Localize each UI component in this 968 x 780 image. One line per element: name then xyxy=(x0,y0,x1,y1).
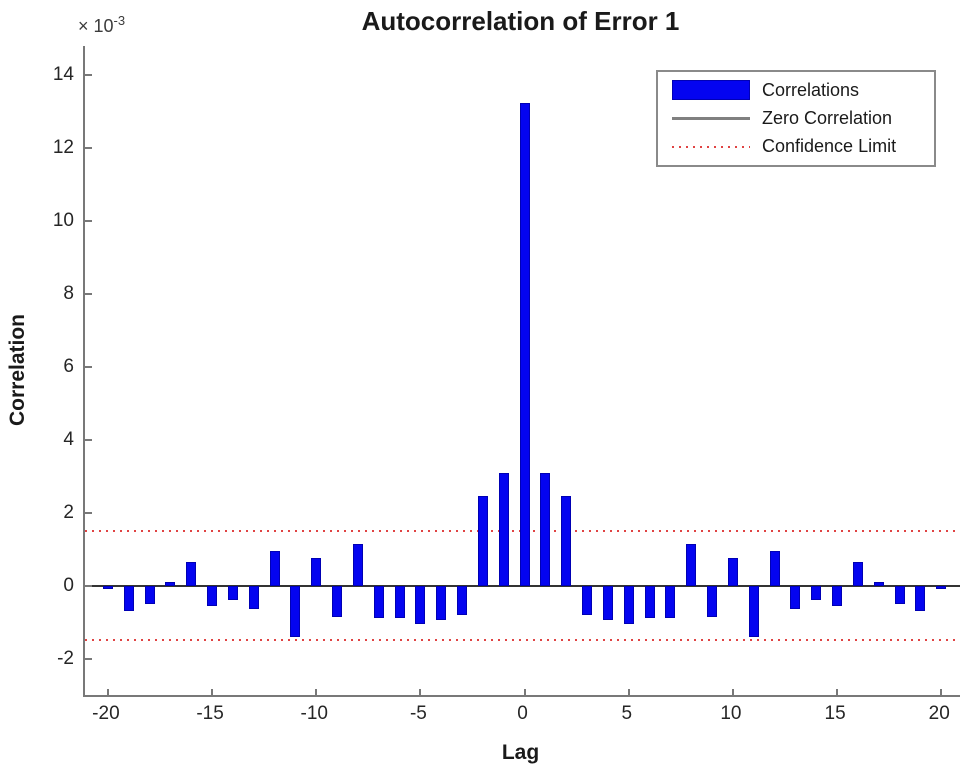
correlation-bar-lag--5 xyxy=(415,585,426,624)
correlation-bar-lag--10 xyxy=(311,558,322,586)
x-tick xyxy=(836,689,839,695)
y-tick xyxy=(85,74,92,77)
correlation-bar-lag-3 xyxy=(582,585,593,615)
correlation-bar-lag-1 xyxy=(540,472,551,586)
correlation-bar-lag-7 xyxy=(665,585,676,619)
x-tick-label: -10 xyxy=(300,703,328,724)
x-tick xyxy=(419,689,422,695)
legend-label-confidence-limit: Confidence Limit xyxy=(762,136,897,157)
correlation-bar-lag-17 xyxy=(873,581,884,586)
legend-dotted-swatch-icon xyxy=(672,145,750,148)
y-axis-multiplier-exponent: -3 xyxy=(113,13,126,28)
x-tick-label: 0 xyxy=(517,703,528,724)
y-axis-multiplier-base: × 10 xyxy=(78,16,114,36)
y-tick xyxy=(85,147,92,150)
y-tick-label: 8 xyxy=(63,282,74,304)
legend-box: Correlations Zero Correlation Confidence… xyxy=(656,70,936,167)
x-tick-label: -5 xyxy=(409,703,427,724)
correlation-bar-lag--17 xyxy=(165,581,176,586)
y-tick-label: 12 xyxy=(52,137,74,159)
correlation-bar-lag-2 xyxy=(561,496,572,586)
y-tick-label: 4 xyxy=(63,428,74,450)
correlation-bar-lag--3 xyxy=(457,585,468,615)
correlation-bar-lag-16 xyxy=(852,561,863,586)
y-axis-multiplier: × 10-3 xyxy=(78,13,125,37)
x-tick-label: -20 xyxy=(92,703,120,724)
x-tick xyxy=(627,689,630,695)
y-tick-label: 6 xyxy=(63,355,74,377)
correlation-bar-lag--1 xyxy=(498,472,509,586)
y-tick-label: 10 xyxy=(52,210,74,231)
x-tick-label: 15 xyxy=(824,703,846,724)
x-tick xyxy=(211,689,214,695)
y-tick xyxy=(85,657,92,660)
y-tick-label: 0 xyxy=(63,574,74,596)
legend-label-correlations: Correlations xyxy=(762,79,860,100)
x-axis-label: Lag xyxy=(501,741,540,764)
y-tick xyxy=(85,292,92,295)
confidence-limit-line xyxy=(85,639,960,642)
correlation-bar-lag-6 xyxy=(644,585,655,619)
x-tick-label: -15 xyxy=(196,703,224,724)
correlation-bar-lag--18 xyxy=(144,585,155,604)
correlation-bar-lag--6 xyxy=(394,585,405,619)
y-tick xyxy=(85,584,92,587)
correlation-bar-lag--12 xyxy=(269,550,280,586)
correlation-bar-lag--4 xyxy=(436,585,447,621)
x-tick xyxy=(731,689,734,695)
x-tick xyxy=(523,689,526,695)
correlation-bar-lag-13 xyxy=(790,585,801,610)
correlation-bar-lag-11 xyxy=(748,585,759,637)
y-tick xyxy=(85,365,92,368)
x-tick xyxy=(940,689,943,695)
y-tick xyxy=(85,511,92,514)
legend-item-correlations: Correlations xyxy=(672,76,934,104)
plot-area xyxy=(83,46,960,697)
correlation-bar-lag-14 xyxy=(811,585,822,601)
legend-bar-swatch-icon xyxy=(672,80,750,101)
zero-correlation-line xyxy=(85,584,960,587)
y-tick-label: 14 xyxy=(52,64,74,86)
y-tick-label: 2 xyxy=(63,501,74,523)
y-tick xyxy=(85,438,92,441)
correlation-bar-lag--2 xyxy=(477,496,488,586)
x-tick xyxy=(315,689,318,695)
chart-title: Autocorrelation of Error 1 xyxy=(361,6,680,36)
legend-item-confidence-limit: Confidence Limit xyxy=(672,133,934,161)
correlation-bar-lag--7 xyxy=(373,585,384,619)
correlation-bar-lag--9 xyxy=(332,585,343,617)
correlation-bar-lag-9 xyxy=(707,585,718,617)
correlation-bar-lag-0 xyxy=(519,102,530,586)
correlation-bar-lag--16 xyxy=(186,561,197,586)
correlation-bar-lag-4 xyxy=(602,585,613,621)
legend-label-zero-correlation: Zero Correlation xyxy=(762,107,893,128)
y-tick xyxy=(85,220,92,222)
correlation-bar-lag-8 xyxy=(686,543,697,586)
correlation-bar-lag-10 xyxy=(727,558,738,586)
correlation-bar-lag--15 xyxy=(207,585,218,606)
correlation-bar-lag-20 xyxy=(936,585,947,590)
legend-item-zero-correlation: Zero Correlation xyxy=(672,104,934,132)
legend-line-swatch-icon xyxy=(672,116,750,120)
x-tick-label: 5 xyxy=(621,703,633,724)
correlation-bar-lag-15 xyxy=(832,585,843,606)
correlation-bar-lag-19 xyxy=(915,585,926,612)
correlation-bar-lag--11 xyxy=(290,585,301,637)
x-tick-label: 20 xyxy=(928,703,950,724)
correlation-bar-lag--8 xyxy=(352,543,363,586)
correlation-bar-lag-18 xyxy=(894,585,905,604)
correlation-bar-lag--19 xyxy=(123,585,134,612)
correlation-bar-lag--13 xyxy=(248,585,259,610)
correlation-bar-lag-5 xyxy=(623,585,634,624)
x-tick xyxy=(106,689,109,695)
correlation-bar-lag--14 xyxy=(227,585,238,601)
y-tick-label: -2 xyxy=(57,647,74,669)
correlation-bar-lag-12 xyxy=(769,550,780,586)
correlation-bar-lag--20 xyxy=(102,585,113,590)
x-tick-label: 10 xyxy=(720,703,742,724)
